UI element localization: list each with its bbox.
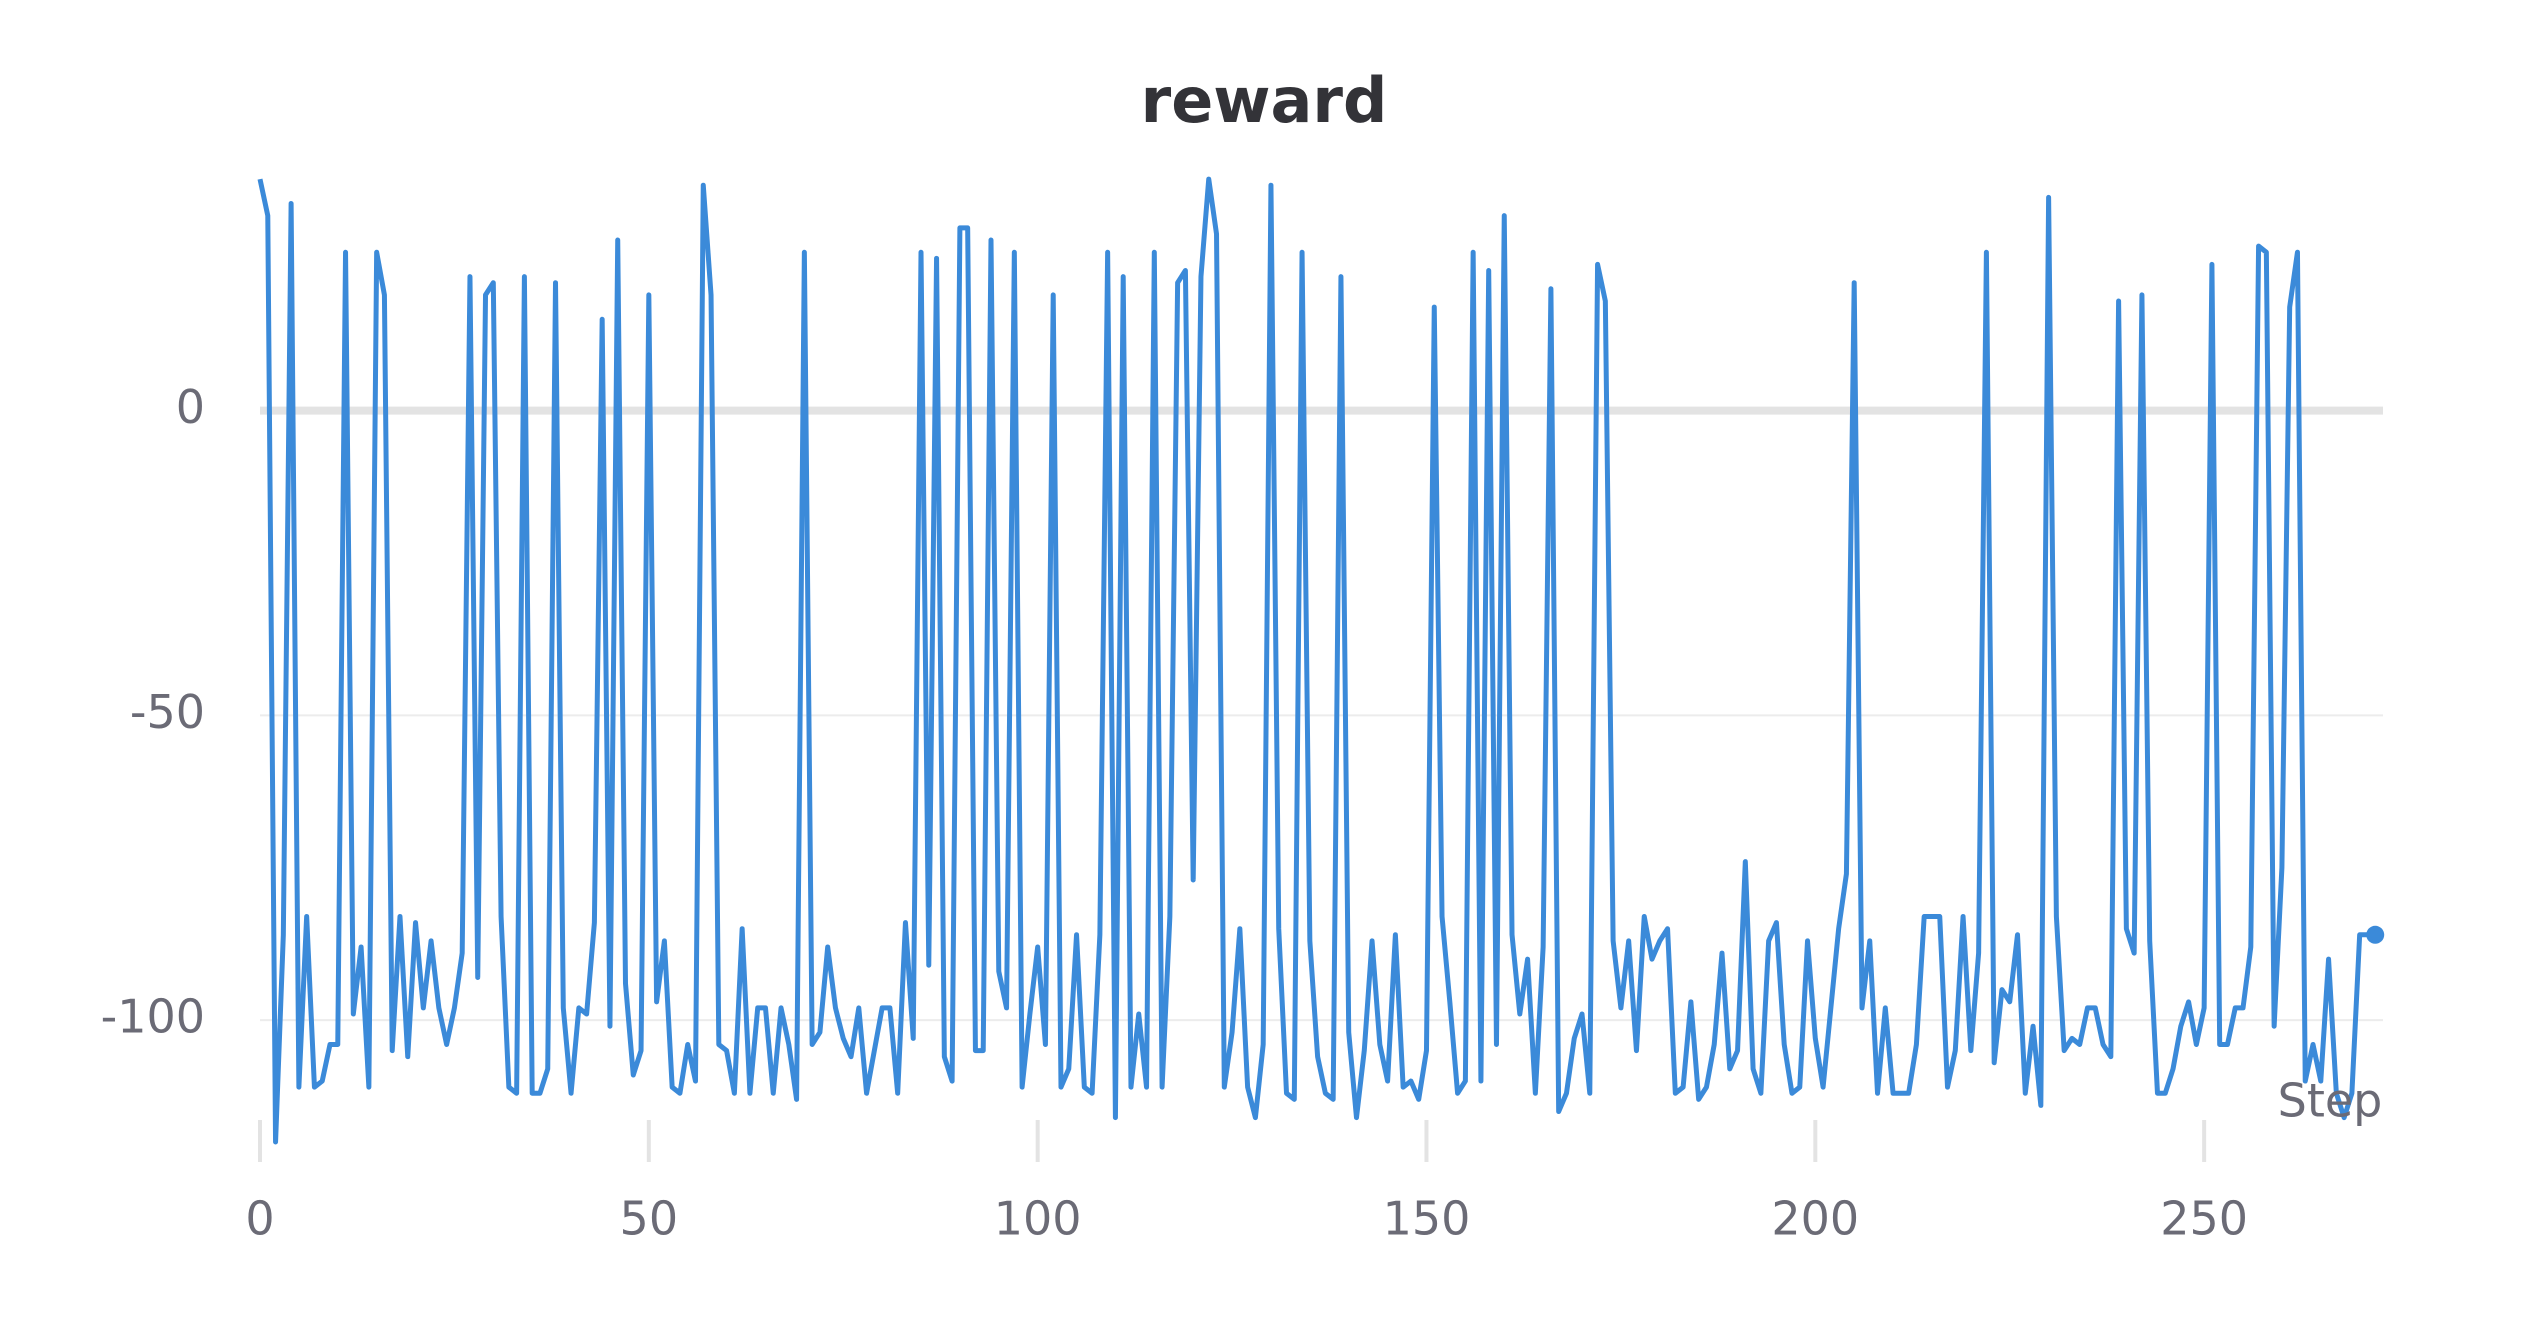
x-tick-label: 250 bbox=[2160, 1192, 2248, 1246]
x-tick-label: 50 bbox=[620, 1192, 679, 1246]
x-axis-label: Step bbox=[2278, 1074, 2383, 1128]
y-tick-label: 0 bbox=[176, 380, 205, 434]
x-tick-label: 0 bbox=[245, 1192, 274, 1246]
x-tick-label: 200 bbox=[1771, 1192, 1859, 1246]
y-tick-label: -100 bbox=[101, 990, 205, 1044]
x-tick-label: 100 bbox=[994, 1192, 1082, 1246]
y-tick-label: -50 bbox=[130, 685, 205, 739]
x-tick-label: 150 bbox=[1383, 1192, 1471, 1246]
chart-title: reward bbox=[1141, 64, 1388, 137]
data-line bbox=[257, 176, 2376, 1145]
last-point bbox=[2366, 925, 2385, 944]
